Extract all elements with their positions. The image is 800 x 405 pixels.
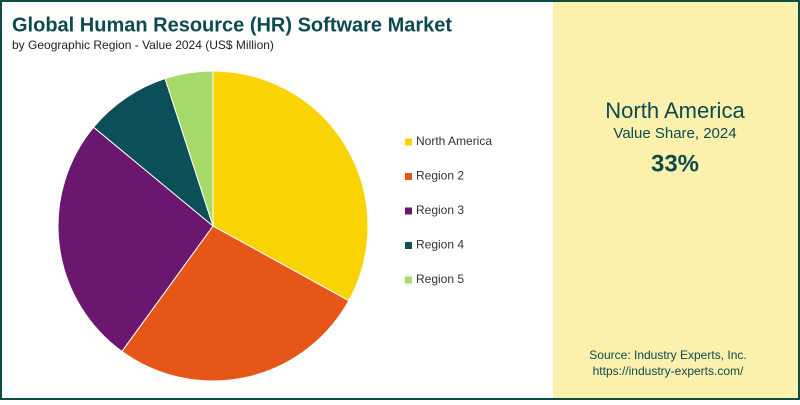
callout-region: North America (605, 98, 745, 123)
legend-label: Region 4 (416, 238, 464, 252)
legend-swatch (405, 276, 412, 284)
legend-swatch (405, 138, 412, 146)
legend-swatch (405, 242, 412, 249)
source: Source: Industry Experts, Inc. (589, 348, 746, 362)
callout-panel (553, 2, 798, 398)
legend-label: Region 2 (416, 169, 464, 183)
callout-label: Value Share, 2024 (613, 125, 736, 142)
legend-label: North America (416, 134, 492, 148)
pie-slice (92, 77, 215, 228)
pie-slice (57, 126, 214, 353)
pie-slice (121, 225, 350, 382)
pie-slice (164, 70, 214, 227)
source-url: https://industry-experts.com/ (593, 364, 744, 378)
chart-title: Global Human Resource (HR) Software Mark… (12, 14, 452, 36)
pie-slice (212, 70, 369, 302)
callout-value: 33% (651, 150, 699, 177)
legend-label: Region 3 (416, 203, 464, 217)
legend-label: Region 5 (416, 272, 464, 286)
legend-swatch (405, 173, 412, 180)
chart-subtitle: by Geographic Region - Value 2024 (US$ M… (12, 38, 274, 52)
legend-swatch (405, 207, 412, 215)
